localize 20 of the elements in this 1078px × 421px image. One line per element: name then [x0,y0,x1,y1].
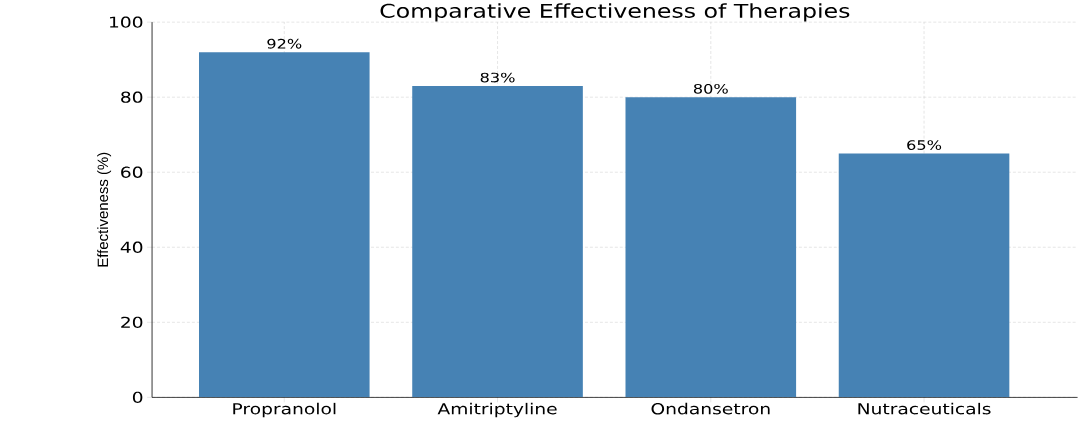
y-tick-label: 0 [132,391,143,404]
bar [198,52,370,398]
x-tick-label: Ondansetron [651,403,770,415]
x-tick-label: Propranolol [233,403,336,418]
x-tick-label: Nutraceuticals [858,403,991,415]
data-label: 65% [907,140,942,151]
bar [412,86,583,398]
y-axis-title: Effectiveness (%) [97,152,112,267]
x-tick-label: Amitriptyline [437,403,557,418]
chart-title: Comparative Effectiveness of Therapies [380,3,850,22]
y-tick-label: 100 [109,16,143,28]
y-tick-label: 80 [121,91,143,104]
data-label: 80% [693,84,728,94]
data-label: 83% [480,72,515,83]
y-tick-label: 40 [120,241,143,254]
bar [838,153,1010,398]
y-tick-label: 60 [121,166,143,179]
bar [625,97,797,398]
y-tick-label: 20 [121,316,143,329]
data-label: 92% [267,39,302,49]
